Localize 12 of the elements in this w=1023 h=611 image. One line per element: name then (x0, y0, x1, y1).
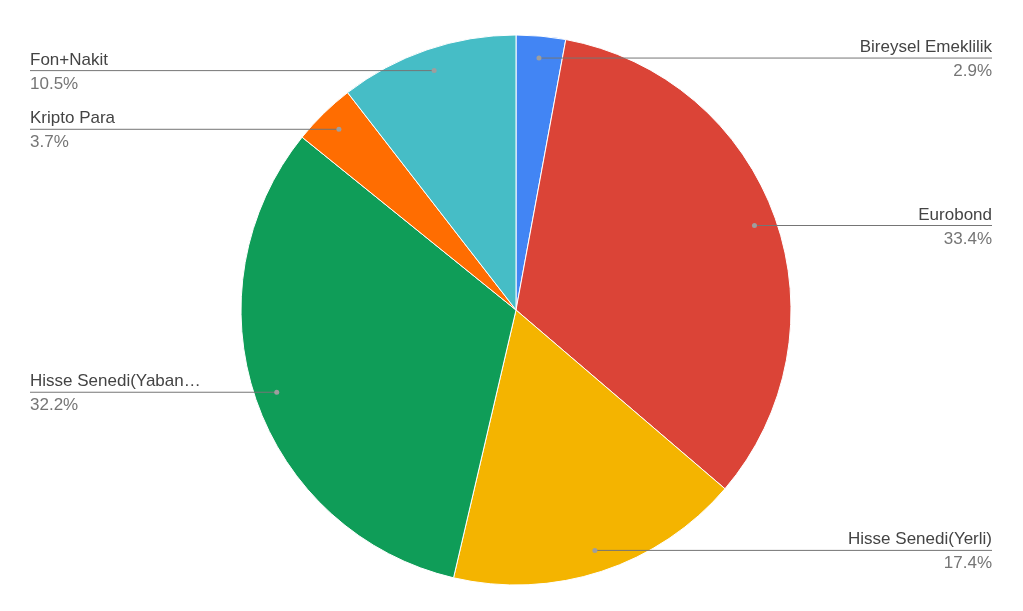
slice-label: Hisse Senedi(Yerli) (848, 529, 992, 549)
slice-label: Bireysel Emeklilik (859, 37, 993, 57)
slice-label: Hisse Senedi(Yaban… (30, 371, 201, 391)
data-label: 3.7% (30, 132, 69, 152)
data-label: 2.9% (953, 61, 992, 81)
data-label: 33.4% (943, 228, 992, 248)
slice-label: Fon+Nakit (30, 49, 109, 69)
data-label: 10.5% (30, 73, 79, 93)
slice-label: Kripto Para (30, 108, 116, 128)
data-label: 32.2% (30, 395, 79, 415)
data-label: 17.4% (943, 553, 992, 573)
slice-label: Eurobond (918, 204, 992, 224)
